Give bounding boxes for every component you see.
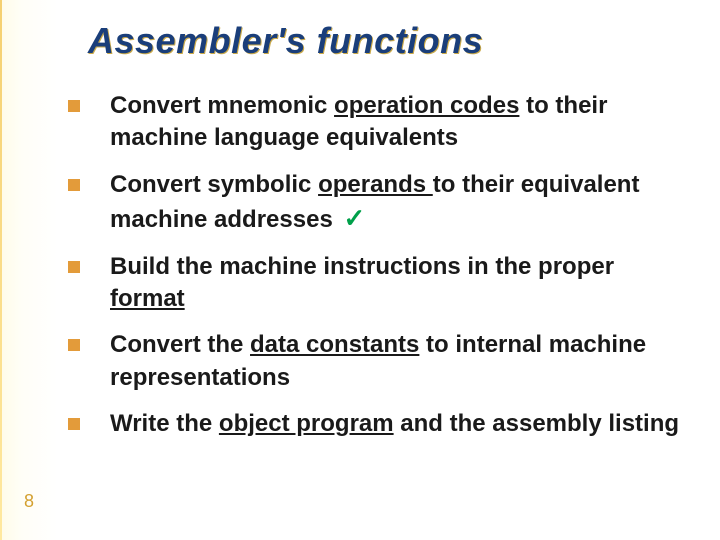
list-item: Convert mnemonic operation codes to thei… xyxy=(68,90,690,155)
text-pre: Convert the xyxy=(110,331,250,358)
bullet-marker xyxy=(68,418,80,430)
list-item: Convert symbolic operands to their equiv… xyxy=(68,169,690,237)
text-pre: Convert symbolic xyxy=(110,171,318,198)
slide-title: Assembler's functions xyxy=(88,20,483,62)
text-underlined: operands xyxy=(318,171,433,198)
text-underlined: format xyxy=(110,285,185,312)
text-pre: Convert mnemonic xyxy=(110,92,334,119)
text-post: and the assembly listing xyxy=(394,410,679,437)
list-item: Write the object program and the assembl… xyxy=(68,408,690,440)
slide-container: Assembler's functions Convert mnemonic o… xyxy=(0,0,720,540)
text-underlined: operation codes xyxy=(334,92,519,119)
text-underlined: object program xyxy=(219,410,394,437)
bullet-marker xyxy=(68,179,80,191)
list-item: Convert the data constants to internal m… xyxy=(68,329,690,394)
list-item: Build the machine instructions in the pr… xyxy=(68,251,690,316)
text-pre: Write the xyxy=(110,410,219,437)
bullet-text: Convert the data constants to internal m… xyxy=(110,329,690,394)
bullet-text: Convert mnemonic operation codes to thei… xyxy=(110,90,690,155)
bullet-text: Convert symbolic operands to their equiv… xyxy=(110,169,690,237)
bullet-text: Write the object program and the assembl… xyxy=(110,408,679,440)
bullet-marker xyxy=(68,339,80,351)
text-underlined: data constants xyxy=(250,331,419,358)
page-number: 8 xyxy=(24,491,34,512)
left-accent-bar xyxy=(0,0,2,540)
bullet-list: Convert mnemonic operation codes to thei… xyxy=(68,90,690,455)
check-icon: ✓ xyxy=(343,203,365,233)
bullet-text: Build the machine instructions in the pr… xyxy=(110,251,690,316)
bullet-marker xyxy=(68,261,80,273)
text-pre: Build the machine instructions in the pr… xyxy=(110,253,614,280)
bullet-marker xyxy=(68,100,80,112)
